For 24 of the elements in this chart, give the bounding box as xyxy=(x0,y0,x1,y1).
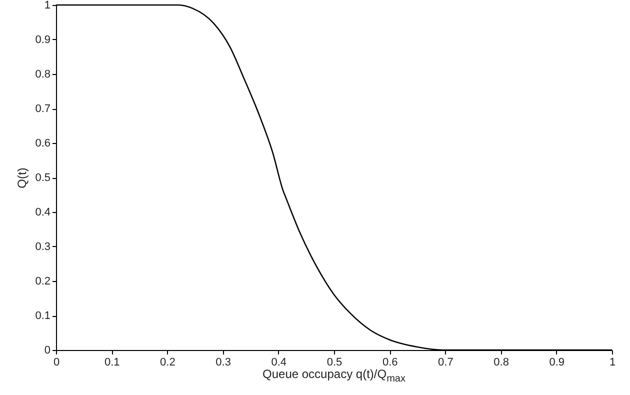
x-tick-label: 0.8 xyxy=(494,356,509,368)
y-tick-label: 0 xyxy=(44,344,50,356)
y-tick-label: 1 xyxy=(44,0,50,12)
y-tick-label: 0.7 xyxy=(35,103,50,115)
y-tick-label: 0.8 xyxy=(35,68,50,80)
y-tick-label: 0.2 xyxy=(35,276,50,288)
x-tick-label: 0.9 xyxy=(549,356,565,368)
x-tick-label: 0.1 xyxy=(104,356,120,368)
y-axis-title: Q(t) xyxy=(15,168,30,188)
y-tick-label: 0.5 xyxy=(35,172,50,184)
x-tick-label: 1 xyxy=(609,356,616,368)
y-tick-label: 0.6 xyxy=(35,138,50,150)
y-tick-label: 0.9 xyxy=(35,34,50,46)
y-tick-label: 0.4 xyxy=(35,206,50,218)
x-tick-label: 0.6 xyxy=(382,356,398,368)
x-tick-label: 0 xyxy=(53,356,60,368)
x-axis-title: Queue occupacy q(t)/Q$_{max}$ xyxy=(262,367,406,384)
x-tick-label: 0.4 xyxy=(271,356,287,368)
y-tick-label: 0.3 xyxy=(35,241,50,253)
x-tick-label: 0.7 xyxy=(438,356,454,368)
y-tick-label: 0.1 xyxy=(35,310,50,322)
x-tick-label: 0.5 xyxy=(326,356,342,368)
x-tick-label: 0.2 xyxy=(160,356,176,368)
x-tick-label: 0.3 xyxy=(216,356,231,368)
